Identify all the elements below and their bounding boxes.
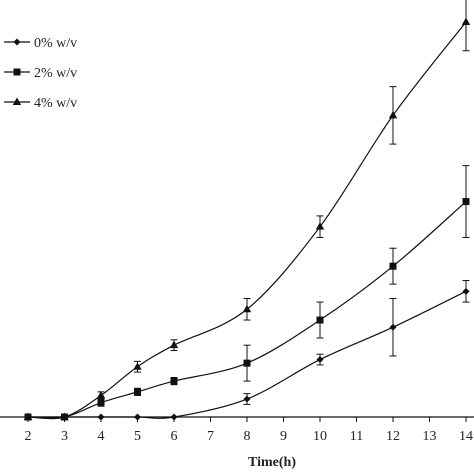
- legend: 0% w/v 2% w/v 4% w/v: [4, 36, 77, 111]
- data-point: [388, 110, 398, 119]
- data-point: [134, 413, 141, 421]
- legend-label: 0% w/v: [34, 36, 77, 51]
- data-point: [462, 287, 470, 295]
- legend-marker: [13, 68, 21, 76]
- data-point: [96, 390, 106, 399]
- data-point: [97, 413, 105, 421]
- series-2: [23, 0, 471, 420]
- x-tick-label: 5: [134, 429, 141, 444]
- data-point: [389, 323, 397, 331]
- data-point: [389, 262, 397, 270]
- legend-entry-1: 2% w/v: [4, 66, 77, 81]
- legend-marker: [12, 97, 22, 105]
- data-point: [243, 359, 251, 367]
- data-point: [461, 17, 471, 25]
- legend-entry-0: 0% w/v: [4, 36, 77, 51]
- data-point: [242, 304, 252, 313]
- axes: 2 3 4 5 6 7 8 9 10 11 12 13 14: [0, 416, 474, 444]
- data-point: [170, 413, 178, 421]
- data-point: [462, 198, 470, 206]
- series-line: [27, 290, 467, 419]
- data-point: [315, 222, 325, 230]
- x-tick-label: 2: [25, 429, 32, 444]
- series-line: [27, 201, 467, 419]
- legend-marker: [13, 38, 21, 46]
- x-tick-label: 4: [98, 429, 105, 444]
- data-point: [60, 412, 69, 420]
- series-1: [24, 165, 470, 421]
- legend-entry-2: 4% w/v: [4, 96, 77, 111]
- x-tick-label: 8: [244, 429, 251, 444]
- data-point: [170, 377, 178, 385]
- data-point: [97, 399, 105, 407]
- x-tick-label: 14: [459, 429, 473, 444]
- data-point: [316, 356, 324, 364]
- x-tick-label: 3: [61, 429, 68, 444]
- x-axis-title: Time(h): [248, 455, 296, 470]
- x-tick-label: 13: [423, 429, 437, 444]
- x-tick-label: 10: [313, 429, 327, 444]
- series-group: [23, 0, 471, 421]
- legend-label: 2% w/v: [34, 66, 77, 81]
- data-point: [169, 340, 179, 349]
- x-tick-label: 9: [280, 429, 287, 444]
- x-tick-label: 6: [171, 429, 178, 444]
- series-line: [27, 21, 467, 420]
- legend-label: 4% w/v: [34, 96, 77, 111]
- data-point: [23, 412, 33, 420]
- x-tick-label: 11: [350, 429, 363, 444]
- data-point: [133, 362, 142, 370]
- data-point: [316, 316, 324, 324]
- x-tick-label: 12: [386, 429, 400, 444]
- data-point: [134, 388, 141, 396]
- data-point: [243, 395, 251, 403]
- x-tick-label: 7: [207, 429, 214, 444]
